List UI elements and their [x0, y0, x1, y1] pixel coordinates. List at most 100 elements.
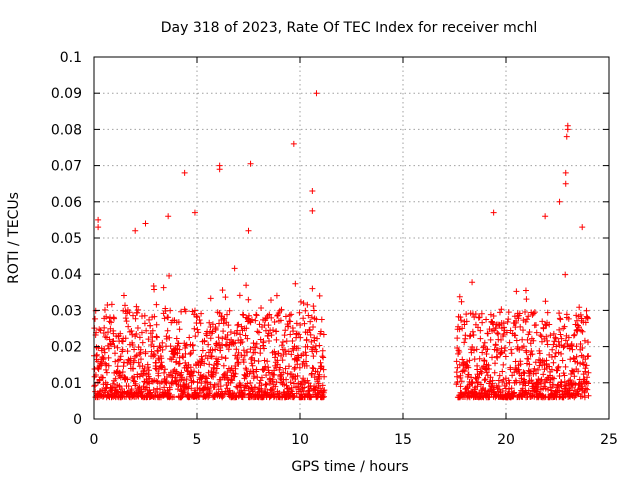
data-point	[514, 343, 521, 350]
data-point	[104, 381, 111, 388]
data-point	[178, 308, 185, 315]
data-point	[490, 313, 497, 320]
data-point	[480, 343, 487, 350]
data-point	[245, 296, 252, 303]
data-point	[583, 362, 590, 369]
data-point	[229, 377, 236, 384]
data-point	[131, 357, 138, 364]
data-point	[136, 373, 143, 380]
data-point	[161, 366, 168, 373]
data-point	[294, 361, 301, 368]
data-point	[266, 311, 273, 318]
data-point	[520, 369, 527, 376]
data-point	[558, 350, 565, 357]
data-point	[222, 294, 229, 301]
data-point	[498, 336, 505, 343]
data-point	[224, 369, 231, 376]
data-point	[150, 350, 157, 357]
data-point	[191, 307, 198, 314]
data-point	[531, 365, 538, 372]
data-point	[204, 355, 211, 362]
data-point	[142, 348, 149, 355]
data-point	[564, 122, 571, 129]
data-point	[207, 295, 214, 302]
data-point	[497, 349, 504, 356]
data-point	[191, 209, 198, 216]
data-point	[571, 373, 578, 380]
data-point	[139, 339, 146, 346]
data-point	[244, 380, 251, 387]
data-point	[242, 332, 249, 339]
data-point	[182, 359, 189, 366]
data-point	[504, 318, 511, 325]
data-points	[91, 90, 592, 401]
data-point	[530, 337, 537, 344]
data-point	[105, 329, 112, 336]
data-point	[277, 317, 284, 324]
data-point	[165, 390, 172, 397]
data-point	[308, 338, 315, 345]
data-point	[174, 386, 181, 393]
data-point	[190, 378, 197, 385]
data-point	[552, 335, 559, 342]
data-point	[204, 384, 211, 391]
data-point	[232, 339, 239, 346]
data-point	[475, 374, 482, 381]
y-tick-labels: 0 0.01 0.02 0.03 0.04 0.05 0.06 0.07 0.08 0.09 0.1	[51, 50, 82, 428]
data-point	[279, 357, 286, 364]
data-point	[454, 335, 461, 342]
data-point	[483, 350, 490, 357]
data-point	[167, 307, 174, 314]
data-point	[220, 362, 227, 369]
data-point	[316, 342, 323, 349]
data-point	[179, 353, 186, 360]
data-point	[95, 224, 102, 231]
data-point	[117, 353, 124, 360]
data-point	[101, 349, 108, 356]
data-point	[189, 341, 196, 348]
data-point	[310, 303, 317, 310]
data-point	[304, 301, 311, 308]
data-point	[162, 379, 169, 386]
data-point	[93, 351, 100, 358]
data-point	[267, 297, 274, 304]
data-point	[542, 213, 549, 220]
data-point	[287, 379, 294, 386]
data-point	[498, 306, 505, 313]
data-point	[219, 287, 226, 294]
data-point	[232, 365, 239, 372]
data-point	[516, 310, 523, 317]
data-point	[282, 365, 289, 372]
data-point	[156, 343, 163, 350]
data-point	[458, 317, 465, 324]
data-point	[498, 349, 505, 356]
data-point	[467, 332, 474, 339]
data-point	[500, 320, 507, 327]
data-point	[309, 187, 316, 194]
data-point	[242, 365, 249, 372]
data-point	[282, 327, 289, 334]
data-point	[301, 320, 308, 327]
data-point	[263, 381, 270, 388]
data-point	[186, 334, 193, 341]
data-point	[153, 321, 160, 328]
data-point	[286, 312, 293, 319]
data-point	[167, 343, 174, 350]
data-point	[469, 343, 476, 350]
data-point	[119, 369, 126, 376]
data-point	[542, 298, 549, 305]
data-point	[494, 354, 501, 361]
data-point	[195, 329, 202, 336]
data-point	[193, 313, 200, 320]
data-point	[522, 380, 529, 387]
data-point	[549, 346, 556, 353]
data-point	[216, 310, 223, 317]
data-point	[506, 379, 513, 386]
x-tick-label: 0	[90, 432, 99, 448]
data-point	[153, 334, 160, 341]
data-point	[553, 343, 560, 350]
data-point	[469, 279, 476, 286]
data-point	[249, 362, 256, 369]
data-point	[216, 166, 223, 173]
data-point	[558, 335, 565, 342]
